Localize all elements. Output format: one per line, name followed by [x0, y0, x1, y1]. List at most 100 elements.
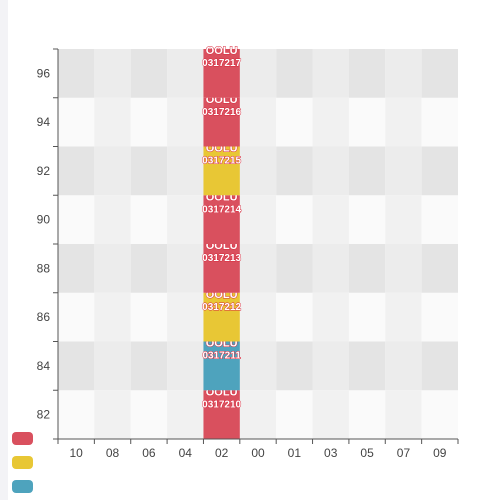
grid-cell — [348, 390, 386, 439]
cell-label-line2: 0317214 — [202, 204, 241, 215]
grid-cell — [421, 195, 458, 244]
cell-label-line2: 0317211 — [202, 351, 241, 362]
grid-cell — [312, 146, 349, 196]
cell-label-line1: OOLU — [206, 45, 238, 57]
grid-cell — [239, 146, 277, 196]
grid-cell — [348, 244, 386, 293]
data-cell — [203, 97, 240, 147]
legend-swatch[interactable] — [12, 480, 33, 493]
x-tick-label: 04 — [179, 446, 193, 460]
cell-label-line2: 0317216 — [202, 107, 241, 118]
x-tick-label: 05 — [360, 446, 374, 460]
y-tick-label: 90 — [37, 213, 51, 227]
x-tick-label: 07 — [397, 446, 411, 460]
data-cell — [203, 146, 240, 196]
x-tick-label: 06 — [142, 446, 156, 460]
grid-cell — [130, 292, 168, 342]
grid-cell — [94, 390, 131, 439]
grid-cell — [276, 341, 313, 391]
grid-cell — [167, 244, 204, 293]
data-cell — [203, 244, 240, 293]
grid-cell — [421, 97, 458, 147]
grid-cell — [167, 146, 204, 196]
grid-cell — [58, 390, 95, 439]
grid-cell — [167, 49, 204, 98]
grid-cell — [239, 195, 277, 244]
grid-cell — [348, 195, 386, 244]
grid-cell — [130, 195, 168, 244]
grid-cell — [239, 244, 277, 293]
grid-cell — [58, 49, 95, 98]
grid-cell — [421, 292, 458, 342]
legend — [12, 432, 33, 504]
grid-cell — [276, 390, 313, 439]
grid-cell — [58, 244, 95, 293]
grid-cell — [94, 97, 131, 147]
grid-cell — [239, 292, 277, 342]
grid-cell — [276, 244, 313, 293]
grid-cell — [312, 49, 349, 98]
grid-cell — [239, 341, 277, 391]
cell-label-line2: 0317212 — [202, 302, 241, 313]
grid-cell — [276, 195, 313, 244]
cell-label-line2: 0317217 — [202, 58, 241, 69]
grid-cell — [130, 341, 168, 391]
cell-label-line2: 0317210 — [202, 399, 241, 410]
grid-cell — [58, 195, 95, 244]
x-tick-label: 10 — [70, 446, 84, 460]
grid-cell — [421, 49, 458, 98]
grid-cell — [312, 97, 349, 147]
grid-cell — [312, 244, 349, 293]
grid-cell — [94, 244, 131, 293]
grid-cell — [385, 390, 422, 439]
grid-cell — [167, 341, 204, 391]
grid-cell — [130, 244, 168, 293]
grid-cell — [58, 97, 95, 147]
x-tick-label: 01 — [288, 446, 302, 460]
y-tick-label: 86 — [37, 310, 51, 324]
grid-cell — [276, 49, 313, 98]
grid-cell — [130, 97, 168, 147]
grid-cell — [421, 244, 458, 293]
grid-cell — [94, 341, 131, 391]
grid-cell — [385, 195, 422, 244]
x-tick-label: 09 — [433, 446, 447, 460]
y-tick-label: 92 — [37, 164, 51, 178]
grid-cell — [312, 341, 349, 391]
grid-cell — [385, 292, 422, 342]
grid-cell — [239, 49, 277, 98]
grid-cell — [385, 341, 422, 391]
grid-cell — [276, 146, 313, 196]
grid-cell — [348, 292, 386, 342]
x-tick-label: 00 — [251, 446, 265, 460]
grid-cell — [385, 146, 422, 196]
data-cell — [203, 390, 240, 439]
grid-cell — [312, 390, 349, 439]
y-tick-label: 88 — [37, 261, 51, 275]
grid-cell — [276, 292, 313, 342]
cell-label-line2: 0317213 — [202, 253, 241, 264]
grid-cell — [385, 244, 422, 293]
data-cell — [203, 195, 240, 244]
grid-cell — [167, 292, 204, 342]
grid-cell — [385, 97, 422, 147]
legend-swatch[interactable] — [12, 456, 33, 469]
grid-cell — [167, 195, 204, 244]
grid-cell — [94, 195, 131, 244]
grid-cell — [130, 146, 168, 196]
grid-cell — [239, 97, 277, 147]
grid-cell — [94, 292, 131, 342]
grid-cell — [94, 49, 131, 98]
grid-cell — [58, 146, 95, 196]
grid-cell — [312, 292, 349, 342]
grid-cell — [312, 195, 349, 244]
x-tick-label: 08 — [106, 446, 120, 460]
grid-cell — [421, 341, 458, 391]
cell-label-line2: 0317215 — [202, 156, 241, 167]
grid-cell — [167, 390, 204, 439]
data-cell — [203, 341, 240, 391]
grid-cell — [239, 390, 277, 439]
legend-swatch[interactable] — [12, 432, 33, 445]
y-tick-label: 96 — [37, 66, 51, 80]
